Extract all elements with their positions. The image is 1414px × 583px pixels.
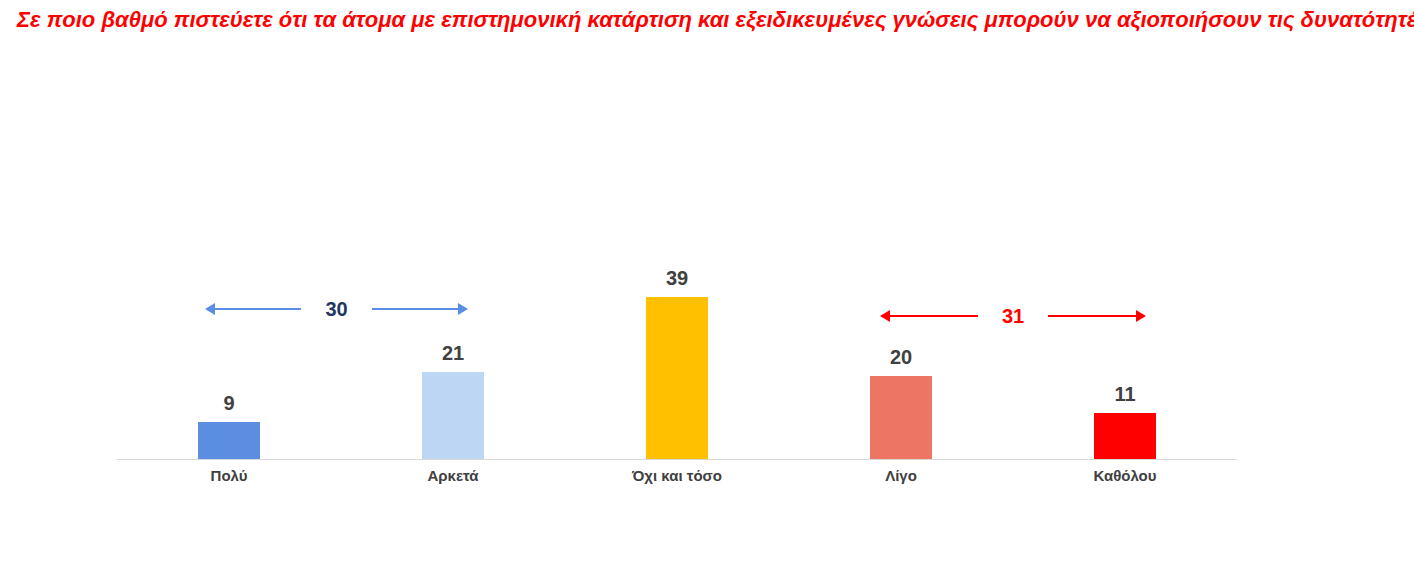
bar-value-label: 9 <box>223 392 234 415</box>
bar-oxi-kai-toso <box>646 297 708 459</box>
category-label-arketa: Αρκετά <box>341 467 565 484</box>
bar-group-poly: 9 <box>117 392 341 459</box>
arrow-left-icon <box>880 310 890 322</box>
bar-value-label: 20 <box>890 346 912 369</box>
bar-arketa <box>422 372 484 459</box>
bar-plot-area: 9 21 39 20 11 <box>117 0 1237 459</box>
bar-ligo <box>870 376 932 459</box>
annotation-sum-31: 31 <box>880 306 1146 326</box>
category-label-poly: Πολύ <box>117 467 341 484</box>
arrow-left-icon <box>205 303 215 315</box>
bar-value-label: 11 <box>1114 383 1135 406</box>
bar-group-arketa: 21 <box>341 342 565 459</box>
bar-poly <box>198 422 260 459</box>
arrow-line <box>372 308 458 310</box>
category-label-ligo: Λίγο <box>789 467 1013 484</box>
arrow-right-icon <box>458 303 468 315</box>
x-axis-line <box>117 459 1237 460</box>
category-label-oxi-kai-toso: Όχι και τόσο <box>565 467 789 484</box>
annotation-value: 31 <box>1002 306 1024 326</box>
category-axis-labels: Πολύ Αρκετά Όχι και τόσο Λίγο Καθόλου <box>117 467 1237 484</box>
bar-value-label: 39 <box>666 267 688 290</box>
chart-canvas: Σε ποιο βαθμό πιστεύετε ότι τα άτομα με … <box>0 0 1414 583</box>
bar-value-label: 21 <box>442 342 464 365</box>
bar-group-katholou: 11 <box>1013 383 1237 459</box>
bar-katholou <box>1094 413 1156 459</box>
bar-group-ligo: 20 <box>789 346 1013 459</box>
arrow-line <box>215 308 301 310</box>
annotation-sum-30: 30 <box>205 299 468 319</box>
arrow-right-icon <box>1136 310 1146 322</box>
annotation-value: 30 <box>325 299 347 319</box>
category-label-katholou: Καθόλου <box>1013 467 1237 484</box>
arrow-line <box>1048 315 1136 317</box>
bar-group-oxi-kai-toso: 39 <box>565 267 789 459</box>
arrow-line <box>890 315 978 317</box>
